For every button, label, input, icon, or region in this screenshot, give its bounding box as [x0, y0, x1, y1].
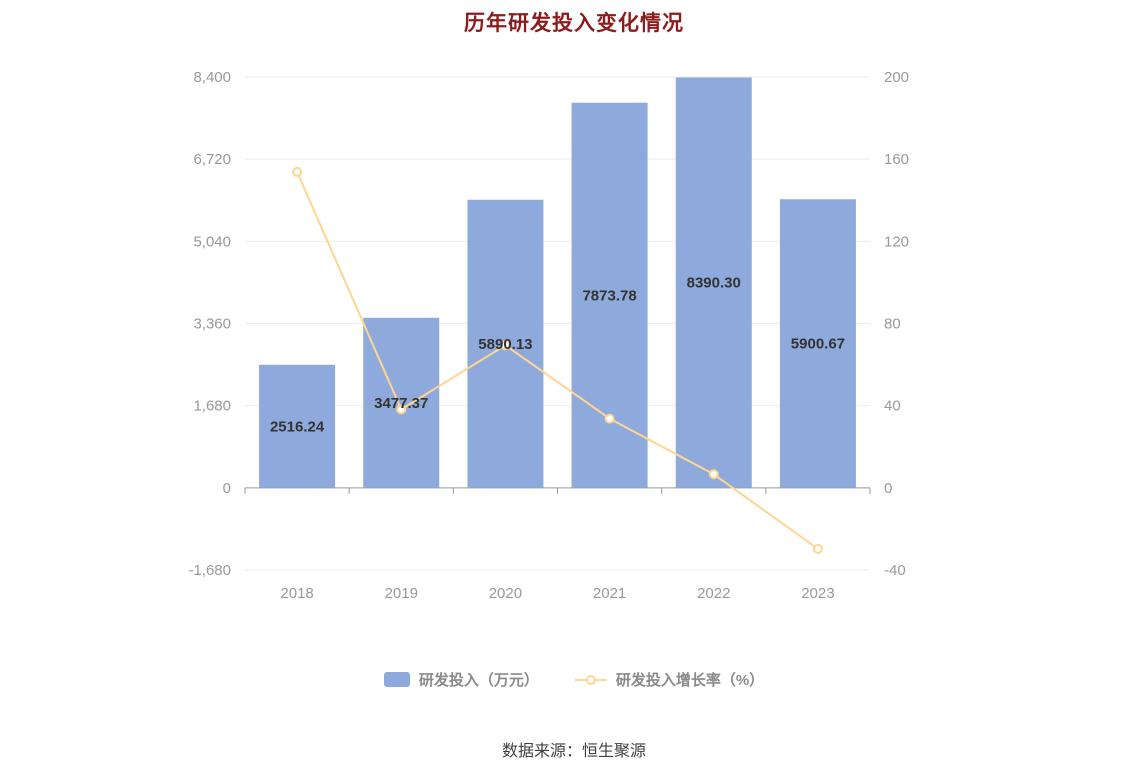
- x-axis-category-label: 2021: [593, 585, 626, 602]
- right-axis-tick-label: 40: [884, 398, 901, 415]
- line-series-swatch-icon: [574, 672, 607, 687]
- left-axis-tick-label: -1,680: [188, 562, 231, 579]
- bar-2019[interactable]: [363, 317, 440, 488]
- legend-item-bar-series[interactable]: 研发投入（万元）: [383, 669, 539, 690]
- growth-point-2020[interactable]: [500, 340, 511, 351]
- bar-value-label: 3477.37: [374, 395, 428, 412]
- right-axis-tick-label: 120: [884, 233, 909, 250]
- x-axis-category-label: 2022: [697, 585, 730, 602]
- legend: 研发投入（万元） 研发投入增长率（%）: [0, 669, 1148, 690]
- legend-line-label: 研发投入增长率（%）: [615, 672, 765, 689]
- bar-2018[interactable]: [259, 364, 336, 488]
- bar-value-label: 5890.13: [478, 336, 532, 353]
- growth-point-2019[interactable]: [396, 404, 407, 415]
- right-axis-tick-label: -40: [884, 562, 906, 579]
- left-axis-tick-label: 3,360: [193, 316, 231, 333]
- chart-title: 历年研发投入变化情况: [464, 12, 684, 35]
- left-axis-tick-label: 1,680: [193, 398, 231, 415]
- legend-bar-label: 研发投入（万元）: [418, 672, 539, 689]
- x-axis-category-label: 2020: [489, 585, 522, 602]
- growth-rate-line: [296, 171, 819, 550]
- bar-value-label: 8390.30: [687, 275, 741, 292]
- growth-point-2021[interactable]: [604, 413, 615, 424]
- bar-2022[interactable]: [675, 77, 752, 488]
- bar-2023[interactable]: [779, 199, 856, 488]
- bar-value-label: 2516.24: [270, 418, 325, 435]
- x-axis-category-label: 2018: [280, 585, 313, 602]
- x-axis-category-label: 2019: [385, 585, 418, 602]
- bar-value-label: 5900.67: [791, 336, 845, 353]
- data-source: 数据来源：恒生聚源: [501, 743, 646, 760]
- left-axis-tick-label: 5,040: [193, 233, 231, 250]
- bar-2021[interactable]: [571, 102, 648, 488]
- line-swatch-marker: [585, 674, 596, 685]
- right-axis-tick-label: 80: [884, 316, 901, 333]
- growth-point-2023[interactable]: [812, 543, 823, 554]
- bar-value-label: 7873.78: [582, 287, 636, 304]
- left-axis-tick-label: 0: [223, 480, 231, 497]
- growth-point-2018[interactable]: [292, 166, 303, 177]
- x-axis-category-label: 2023: [801, 585, 834, 602]
- right-axis-tick-label: 160: [884, 151, 909, 168]
- bar-series-swatch-icon: [383, 672, 410, 687]
- left-axis-tick-label: 6,720: [193, 151, 231, 168]
- legend-item-line-series[interactable]: 研发投入增长率（%）: [574, 669, 765, 690]
- left-axis-tick-label: 8,400: [193, 69, 231, 86]
- growth-point-2022[interactable]: [708, 469, 719, 480]
- right-axis-tick-label: 200: [884, 69, 909, 86]
- right-axis-tick-label: 0: [884, 480, 892, 497]
